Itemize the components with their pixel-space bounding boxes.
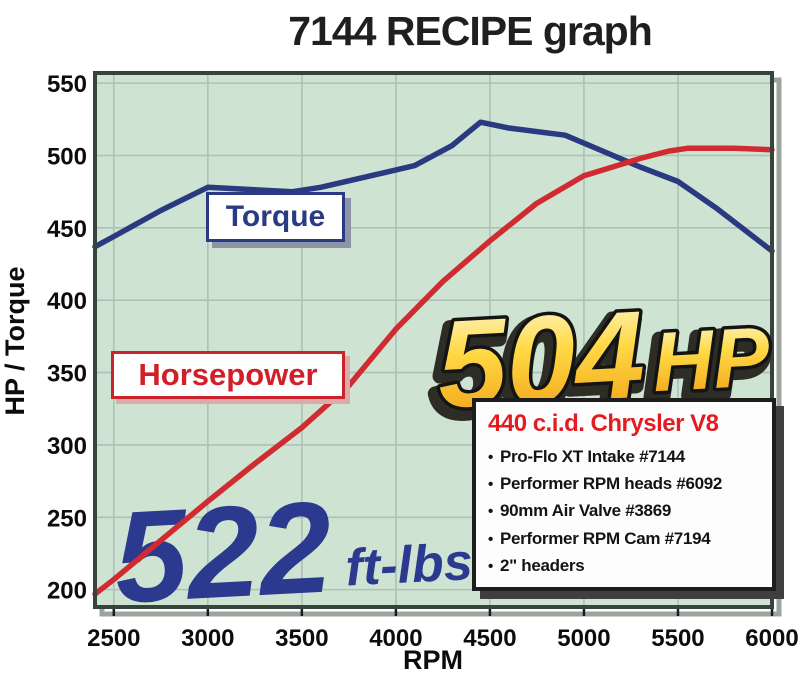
engine-spec-title: 440 c.i.d. Chrysler V8 [488, 410, 719, 437]
x-tick-label: 3000 [181, 625, 234, 652]
x-tick-label: 4000 [369, 625, 422, 652]
x-tick-label: 5000 [557, 625, 610, 652]
y-tick-label: 200 [47, 578, 87, 605]
engine-spec-box: 440 c.i.d. Chrysler V8 • Pro-Flo XT Intak… [472, 398, 776, 591]
engine-spec-list: • Pro-Flo XT Intake #7144 • Performer RPM … [488, 443, 764, 579]
horsepower-series-label: Horsepower [111, 351, 345, 399]
bullet-icon: • [488, 557, 493, 575]
x-tick-label: 5500 [651, 625, 704, 652]
y-tick-label: 350 [47, 361, 87, 388]
spec-item-text: 2" headers [499, 555, 585, 575]
spec-item-text: Performer RPM heads #6092 [499, 474, 723, 494]
x-tick-label: 6000 [745, 625, 798, 652]
torque-curve [92, 119, 775, 254]
y-tick-label: 400 [47, 288, 87, 315]
x-axis-title: RPM [403, 645, 463, 675]
x-tick-label: 3500 [275, 625, 328, 652]
peak-torque-callout: 522 ft-lbs [111, 473, 474, 630]
spec-item: • Performer RPM heads #6092 [488, 470, 764, 497]
peak-torque-unit: ft-lbs [344, 533, 474, 598]
y-tick-label: 450 [47, 216, 87, 243]
spec-item: • 2" headers [488, 552, 764, 579]
horsepower-curve [92, 145, 775, 597]
x-tick-label: 4500 [463, 625, 516, 652]
y-tick-label: 500 [47, 143, 87, 170]
spec-item: • Pro-Flo XT Intake #7144 [488, 443, 764, 470]
bullet-icon: • [488, 503, 493, 521]
axis-tick-labels: 200 250 300 350 400 450 500 550 2500 3000 3500 4000… [47, 71, 799, 652]
torque-curve-layer [92, 119, 775, 254]
spec-item-text: 90mm Air Valve #3869 [499, 501, 672, 521]
y-tick-label: 250 [47, 505, 87, 532]
bullet-icon: • [488, 449, 493, 466]
page-title: 7144 RECIPE graph [288, 8, 653, 54]
spec-item-text: Pro-Flo XT Intake #7144 [499, 447, 685, 466]
y-tick-label: 300 [47, 433, 87, 460]
y-tick-label: 550 [47, 71, 87, 98]
spec-item: • 90mm Air Valve #3869 [488, 497, 764, 524]
bullet-icon: • [488, 476, 493, 494]
y-axis-title: HP / Torque [0, 266, 30, 415]
spec-item-text: Performer RPM Cam #7194 [499, 528, 711, 548]
bullet-icon: • [488, 530, 493, 548]
peak-hp-unit: HP [650, 309, 772, 409]
spec-item: • Performer RPM Cam #7194 [488, 525, 764, 552]
plot-frame [93, 71, 774, 609]
x-tick-label: 2500 [87, 625, 140, 652]
horsepower-curve-layer [92, 145, 775, 597]
torque-series-label: Torque [206, 192, 345, 242]
